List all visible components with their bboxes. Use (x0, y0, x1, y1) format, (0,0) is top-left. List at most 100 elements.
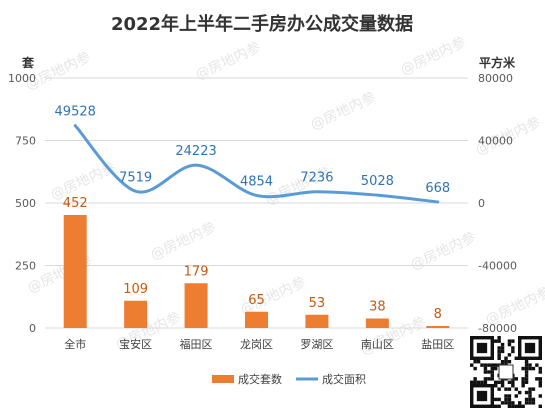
qr-module (507, 342, 512, 347)
category-label: 南山区 (361, 338, 394, 351)
bar (184, 283, 208, 328)
qr-module (504, 401, 508, 405)
qr-module (500, 349, 505, 354)
qr-finder (476, 342, 488, 354)
qr-module (524, 360, 529, 364)
qr-module (497, 339, 501, 343)
bar-data-label: 8 (434, 307, 442, 322)
qr-module (524, 373, 529, 378)
qr-module (538, 380, 542, 384)
qr-module (497, 397, 501, 402)
qr-module (483, 380, 488, 384)
legend-label: 成交套数 (238, 372, 282, 386)
qr-module (497, 353, 501, 357)
qr-module (524, 366, 529, 371)
qr-module (494, 404, 498, 408)
qr-module (507, 397, 512, 402)
bar (124, 300, 148, 328)
legend-swatch-bar (212, 375, 234, 383)
qr-module (518, 401, 522, 405)
qr-module (507, 339, 512, 343)
qr-module (500, 380, 505, 384)
category-label: 全市 (64, 337, 86, 351)
right-axis-unit: 平方米 (479, 55, 516, 70)
qr-module (531, 397, 536, 402)
qr-module (531, 387, 536, 391)
bar (63, 215, 87, 328)
left-axis-ticks: 0 250 500 750 1000 (8, 72, 36, 335)
line-data-label: 24223 (175, 144, 216, 159)
qr-module (538, 404, 542, 408)
watermark-text: @房地内参 (408, 228, 479, 273)
bar (245, 311, 268, 328)
qr-module (476, 360, 481, 364)
qr-module (521, 380, 525, 384)
watermark-text: @房地内参 (308, 88, 379, 133)
qr-module (531, 401, 536, 405)
legend-label: 成交面积 (322, 372, 366, 386)
qr-module (514, 387, 518, 391)
qr-module (511, 404, 515, 408)
chart-title: 2022年上半年二手房办公成交量数据 (111, 13, 413, 35)
bar-data-label: 53 (309, 296, 326, 311)
qr-module (528, 394, 532, 398)
right-tick-label: 40000 (478, 135, 513, 148)
line-data-label: 7236 (300, 171, 333, 186)
category-label: 宝安区 (119, 337, 152, 351)
qr-module (524, 377, 529, 381)
watermark-text: @房地内参 (193, 38, 264, 83)
qr-module (518, 404, 522, 408)
line-data-label: 5028 (361, 174, 394, 189)
line-data-label: 7519 (119, 170, 152, 185)
qr-module (538, 394, 542, 398)
qr-module (487, 370, 491, 374)
right-tick-label: -40000 (478, 260, 517, 273)
qr-module (528, 387, 532, 391)
qr-module (524, 370, 529, 374)
qr-module (494, 363, 498, 367)
qr-module (497, 336, 501, 340)
qr-module (535, 363, 539, 367)
left-tick-label: 1000 (8, 72, 36, 85)
qr-module (507, 387, 512, 391)
qr-module (538, 366, 542, 371)
qr-module (504, 397, 508, 402)
right-tick-label: 80000 (478, 72, 513, 85)
qr-module (490, 370, 494, 374)
qr-module (524, 401, 529, 405)
qr-module (483, 377, 488, 381)
bar-data-label: 65 (248, 293, 265, 308)
qr-module (473, 377, 477, 381)
category-label: 福田区 (180, 337, 213, 351)
qr-module (528, 397, 532, 402)
left-axis-unit: 套 (21, 55, 35, 70)
qr-module (521, 404, 525, 408)
qr-module (528, 390, 532, 395)
watermark-text: @房地内参 (148, 218, 219, 263)
category-label: 盐田区 (421, 338, 454, 351)
qr-module (500, 346, 505, 350)
line-path (73, 124, 440, 204)
line-data-label: 49528 (55, 105, 96, 120)
qr-module (473, 360, 477, 364)
qr-module (538, 384, 542, 388)
left-tick-label: 0 (29, 322, 36, 335)
qr-module (494, 339, 498, 343)
qr-module (490, 366, 494, 371)
bar (426, 326, 450, 328)
qr-module (483, 363, 488, 367)
qr-module (500, 401, 505, 405)
qr-module (504, 360, 508, 364)
qr-module (507, 404, 512, 408)
bar-series: 452 109 179 65 53 38 8 (63, 196, 450, 328)
gridlines (45, 77, 468, 329)
qr-module (524, 390, 529, 395)
qr-module (497, 356, 501, 360)
qr-module (528, 366, 532, 371)
qr-module (470, 363, 474, 367)
left-tick-label: 250 (15, 260, 36, 273)
qr-module (511, 339, 515, 343)
qr-finder (476, 390, 488, 402)
bar (305, 314, 329, 328)
qr-module (497, 346, 501, 350)
